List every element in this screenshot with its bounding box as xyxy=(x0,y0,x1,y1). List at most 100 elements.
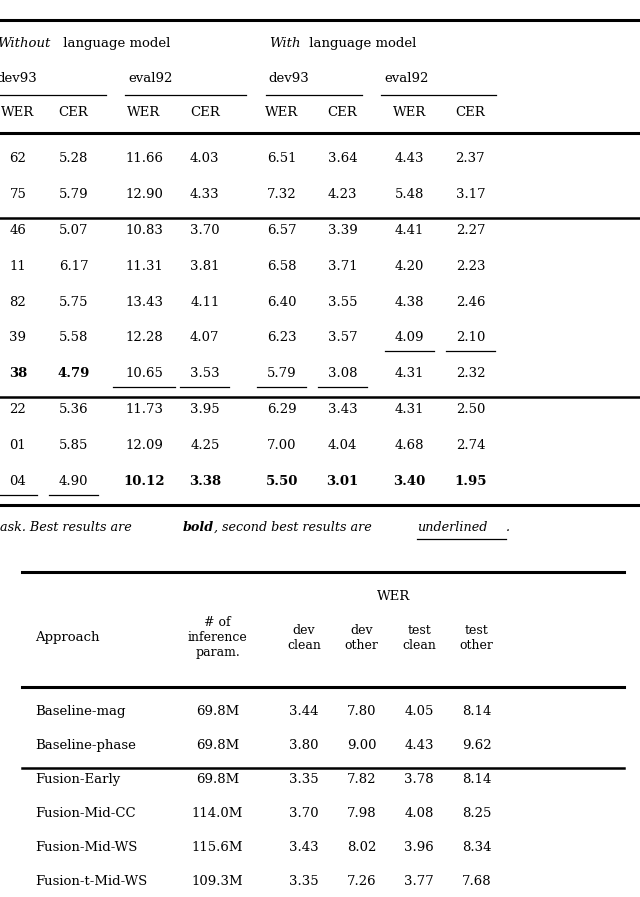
Text: Fusion-t-Mid-WS: Fusion-t-Mid-WS xyxy=(35,875,147,888)
Text: 8.14: 8.14 xyxy=(462,705,492,718)
Text: 3.43: 3.43 xyxy=(328,404,357,416)
Text: , second best results are: , second best results are xyxy=(214,521,376,534)
Text: 3.70: 3.70 xyxy=(289,807,319,820)
Text: underlined: underlined xyxy=(417,521,488,534)
Text: 13.43: 13.43 xyxy=(125,296,163,309)
Text: 75: 75 xyxy=(10,188,26,201)
Text: 4.04: 4.04 xyxy=(328,440,357,452)
Text: 114.0M: 114.0M xyxy=(192,807,243,820)
Text: 3.96: 3.96 xyxy=(404,841,434,854)
Text: 2.46: 2.46 xyxy=(456,296,485,309)
Text: 4.38: 4.38 xyxy=(395,296,424,309)
Text: 6.23: 6.23 xyxy=(267,332,296,344)
Text: Baseline-phase: Baseline-phase xyxy=(35,739,136,752)
Text: WER: WER xyxy=(265,106,298,118)
Text: 4.23: 4.23 xyxy=(328,188,357,201)
Text: 4.43: 4.43 xyxy=(404,739,434,752)
Text: Baseline-mag: Baseline-mag xyxy=(35,705,125,718)
Text: 3.01: 3.01 xyxy=(326,475,358,488)
Text: 3.44: 3.44 xyxy=(289,705,319,718)
Text: 7.26: 7.26 xyxy=(347,875,376,888)
Text: 5.58: 5.58 xyxy=(59,332,88,344)
Text: 11.73: 11.73 xyxy=(125,404,163,416)
Text: 115.6M: 115.6M xyxy=(192,841,243,854)
Text: 10.83: 10.83 xyxy=(125,224,163,237)
Text: 4.07: 4.07 xyxy=(190,332,220,344)
Text: 8.25: 8.25 xyxy=(462,807,492,820)
Text: 2.37: 2.37 xyxy=(456,152,485,165)
Text: 3.70: 3.70 xyxy=(190,224,220,237)
Text: CER: CER xyxy=(328,106,357,118)
Text: test
other: test other xyxy=(460,623,493,651)
Text: WER: WER xyxy=(1,106,35,118)
Text: 2.74: 2.74 xyxy=(456,440,485,452)
Text: ask. Best results are: ask. Best results are xyxy=(0,521,136,534)
Text: 2.50: 2.50 xyxy=(456,404,485,416)
Text: 5.36: 5.36 xyxy=(59,404,88,416)
Text: 5.79: 5.79 xyxy=(59,188,88,201)
Text: language model: language model xyxy=(305,38,417,50)
Text: bold: bold xyxy=(182,521,214,534)
Text: 4.41: 4.41 xyxy=(395,224,424,237)
Text: WER: WER xyxy=(377,590,410,603)
Text: 3.39: 3.39 xyxy=(328,224,357,237)
Text: 9.62: 9.62 xyxy=(462,739,492,752)
Text: 3.17: 3.17 xyxy=(456,188,485,201)
Text: With: With xyxy=(269,38,300,50)
Text: Fusion-Mid-WS: Fusion-Mid-WS xyxy=(35,841,138,854)
Text: WER: WER xyxy=(393,106,426,118)
Text: 10.12: 10.12 xyxy=(123,475,165,488)
Text: 8.02: 8.02 xyxy=(347,841,376,854)
Text: 7.68: 7.68 xyxy=(462,875,492,888)
Text: 7.00: 7.00 xyxy=(267,440,296,452)
Text: 4.25: 4.25 xyxy=(190,440,220,452)
Text: 3.95: 3.95 xyxy=(190,404,220,416)
Text: dev
clean: dev clean xyxy=(287,623,321,651)
Text: 6.57: 6.57 xyxy=(267,224,296,237)
Text: eval92: eval92 xyxy=(384,72,428,84)
Text: test
clean: test clean xyxy=(403,623,436,651)
Text: 6.40: 6.40 xyxy=(267,296,296,309)
Text: 3.57: 3.57 xyxy=(328,332,357,344)
Text: 3.40: 3.40 xyxy=(394,475,426,488)
Text: 4.79: 4.79 xyxy=(58,368,90,380)
Text: 8.34: 8.34 xyxy=(462,841,492,854)
Text: Fusion-Early: Fusion-Early xyxy=(35,773,120,786)
Text: 4.90: 4.90 xyxy=(59,475,88,488)
Text: 7.80: 7.80 xyxy=(347,705,376,718)
Text: 69.8M: 69.8M xyxy=(196,773,239,786)
Text: 4.31: 4.31 xyxy=(395,404,424,416)
Text: 3.81: 3.81 xyxy=(190,260,220,273)
Text: 3.71: 3.71 xyxy=(328,260,357,273)
Text: 4.05: 4.05 xyxy=(404,705,434,718)
Text: 4.11: 4.11 xyxy=(190,296,220,309)
Text: 3.78: 3.78 xyxy=(404,773,434,786)
Text: 82: 82 xyxy=(10,296,26,309)
Text: 3.35: 3.35 xyxy=(289,875,319,888)
Text: 2.32: 2.32 xyxy=(456,368,485,380)
Text: 10.65: 10.65 xyxy=(125,368,163,380)
Text: 2.23: 2.23 xyxy=(456,260,485,273)
Text: 3.55: 3.55 xyxy=(328,296,357,309)
Text: 4.68: 4.68 xyxy=(395,440,424,452)
Text: eval92: eval92 xyxy=(128,72,172,84)
Text: 38: 38 xyxy=(9,368,27,380)
Text: 3.53: 3.53 xyxy=(190,368,220,380)
Text: 3.38: 3.38 xyxy=(189,475,221,488)
Text: 5.85: 5.85 xyxy=(59,440,88,452)
Text: 11.31: 11.31 xyxy=(125,260,163,273)
Text: 04: 04 xyxy=(10,475,26,488)
Text: 7.82: 7.82 xyxy=(347,773,376,786)
Text: WER: WER xyxy=(127,106,161,118)
Text: 2.27: 2.27 xyxy=(456,224,485,237)
Text: 69.8M: 69.8M xyxy=(196,739,239,752)
Text: 4.09: 4.09 xyxy=(395,332,424,344)
Text: 12.09: 12.09 xyxy=(125,440,163,452)
Text: 3.43: 3.43 xyxy=(289,841,319,854)
Text: 5.48: 5.48 xyxy=(395,188,424,201)
Text: 4.31: 4.31 xyxy=(395,368,424,380)
Text: Without: Without xyxy=(0,38,50,50)
Text: 3.35: 3.35 xyxy=(289,773,319,786)
Text: 11.66: 11.66 xyxy=(125,152,163,165)
Text: 46: 46 xyxy=(10,224,26,237)
